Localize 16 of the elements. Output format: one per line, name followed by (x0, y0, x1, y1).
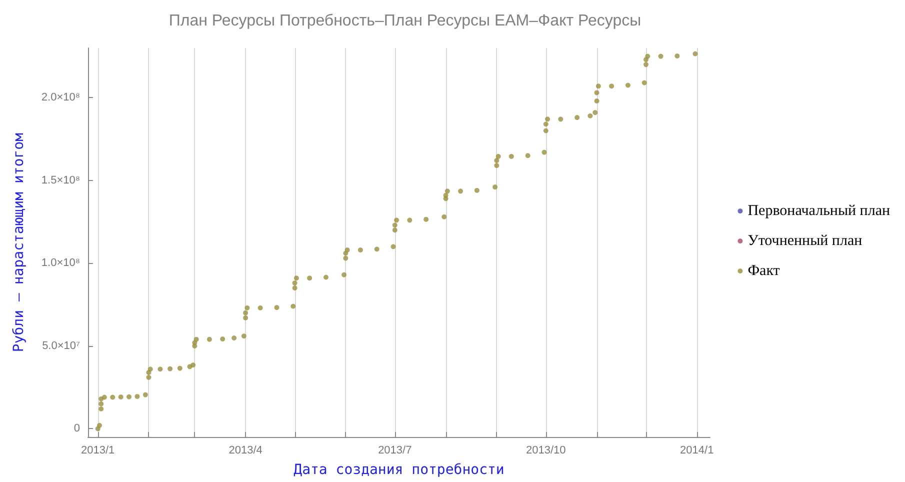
x-axis-title: Дата создания потребности (294, 462, 504, 478)
x-tick-label: 2014/1 (680, 444, 714, 456)
y-tick-label: 1.5×10⁸ (41, 174, 80, 186)
chart-title: План Ресурсы Потребность–План Ресурсы EAM–Факт Ресурсы (168, 12, 642, 30)
y-tick-label: 1.0×10⁸ (41, 257, 80, 270)
x-tick-label: 2013/4 (228, 444, 262, 456)
x-tick-label: 2013/7 (378, 444, 412, 456)
legend-label: Первоначальный план (748, 203, 890, 219)
legend-label: Уточненный план (748, 233, 862, 249)
x-tick-label: 2013/10 (526, 444, 566, 456)
y-tick-label: 2.0×10⁸ (41, 92, 80, 104)
legend-label: Факт (748, 263, 780, 279)
x-tick-label: 2013/1 (81, 444, 115, 456)
y-tick-label: 5.0×10⁷ (42, 340, 80, 352)
y-tick-label: 0 (74, 422, 80, 435)
y-axis-title: Рубли – нарастающим итогом (11, 132, 27, 352)
